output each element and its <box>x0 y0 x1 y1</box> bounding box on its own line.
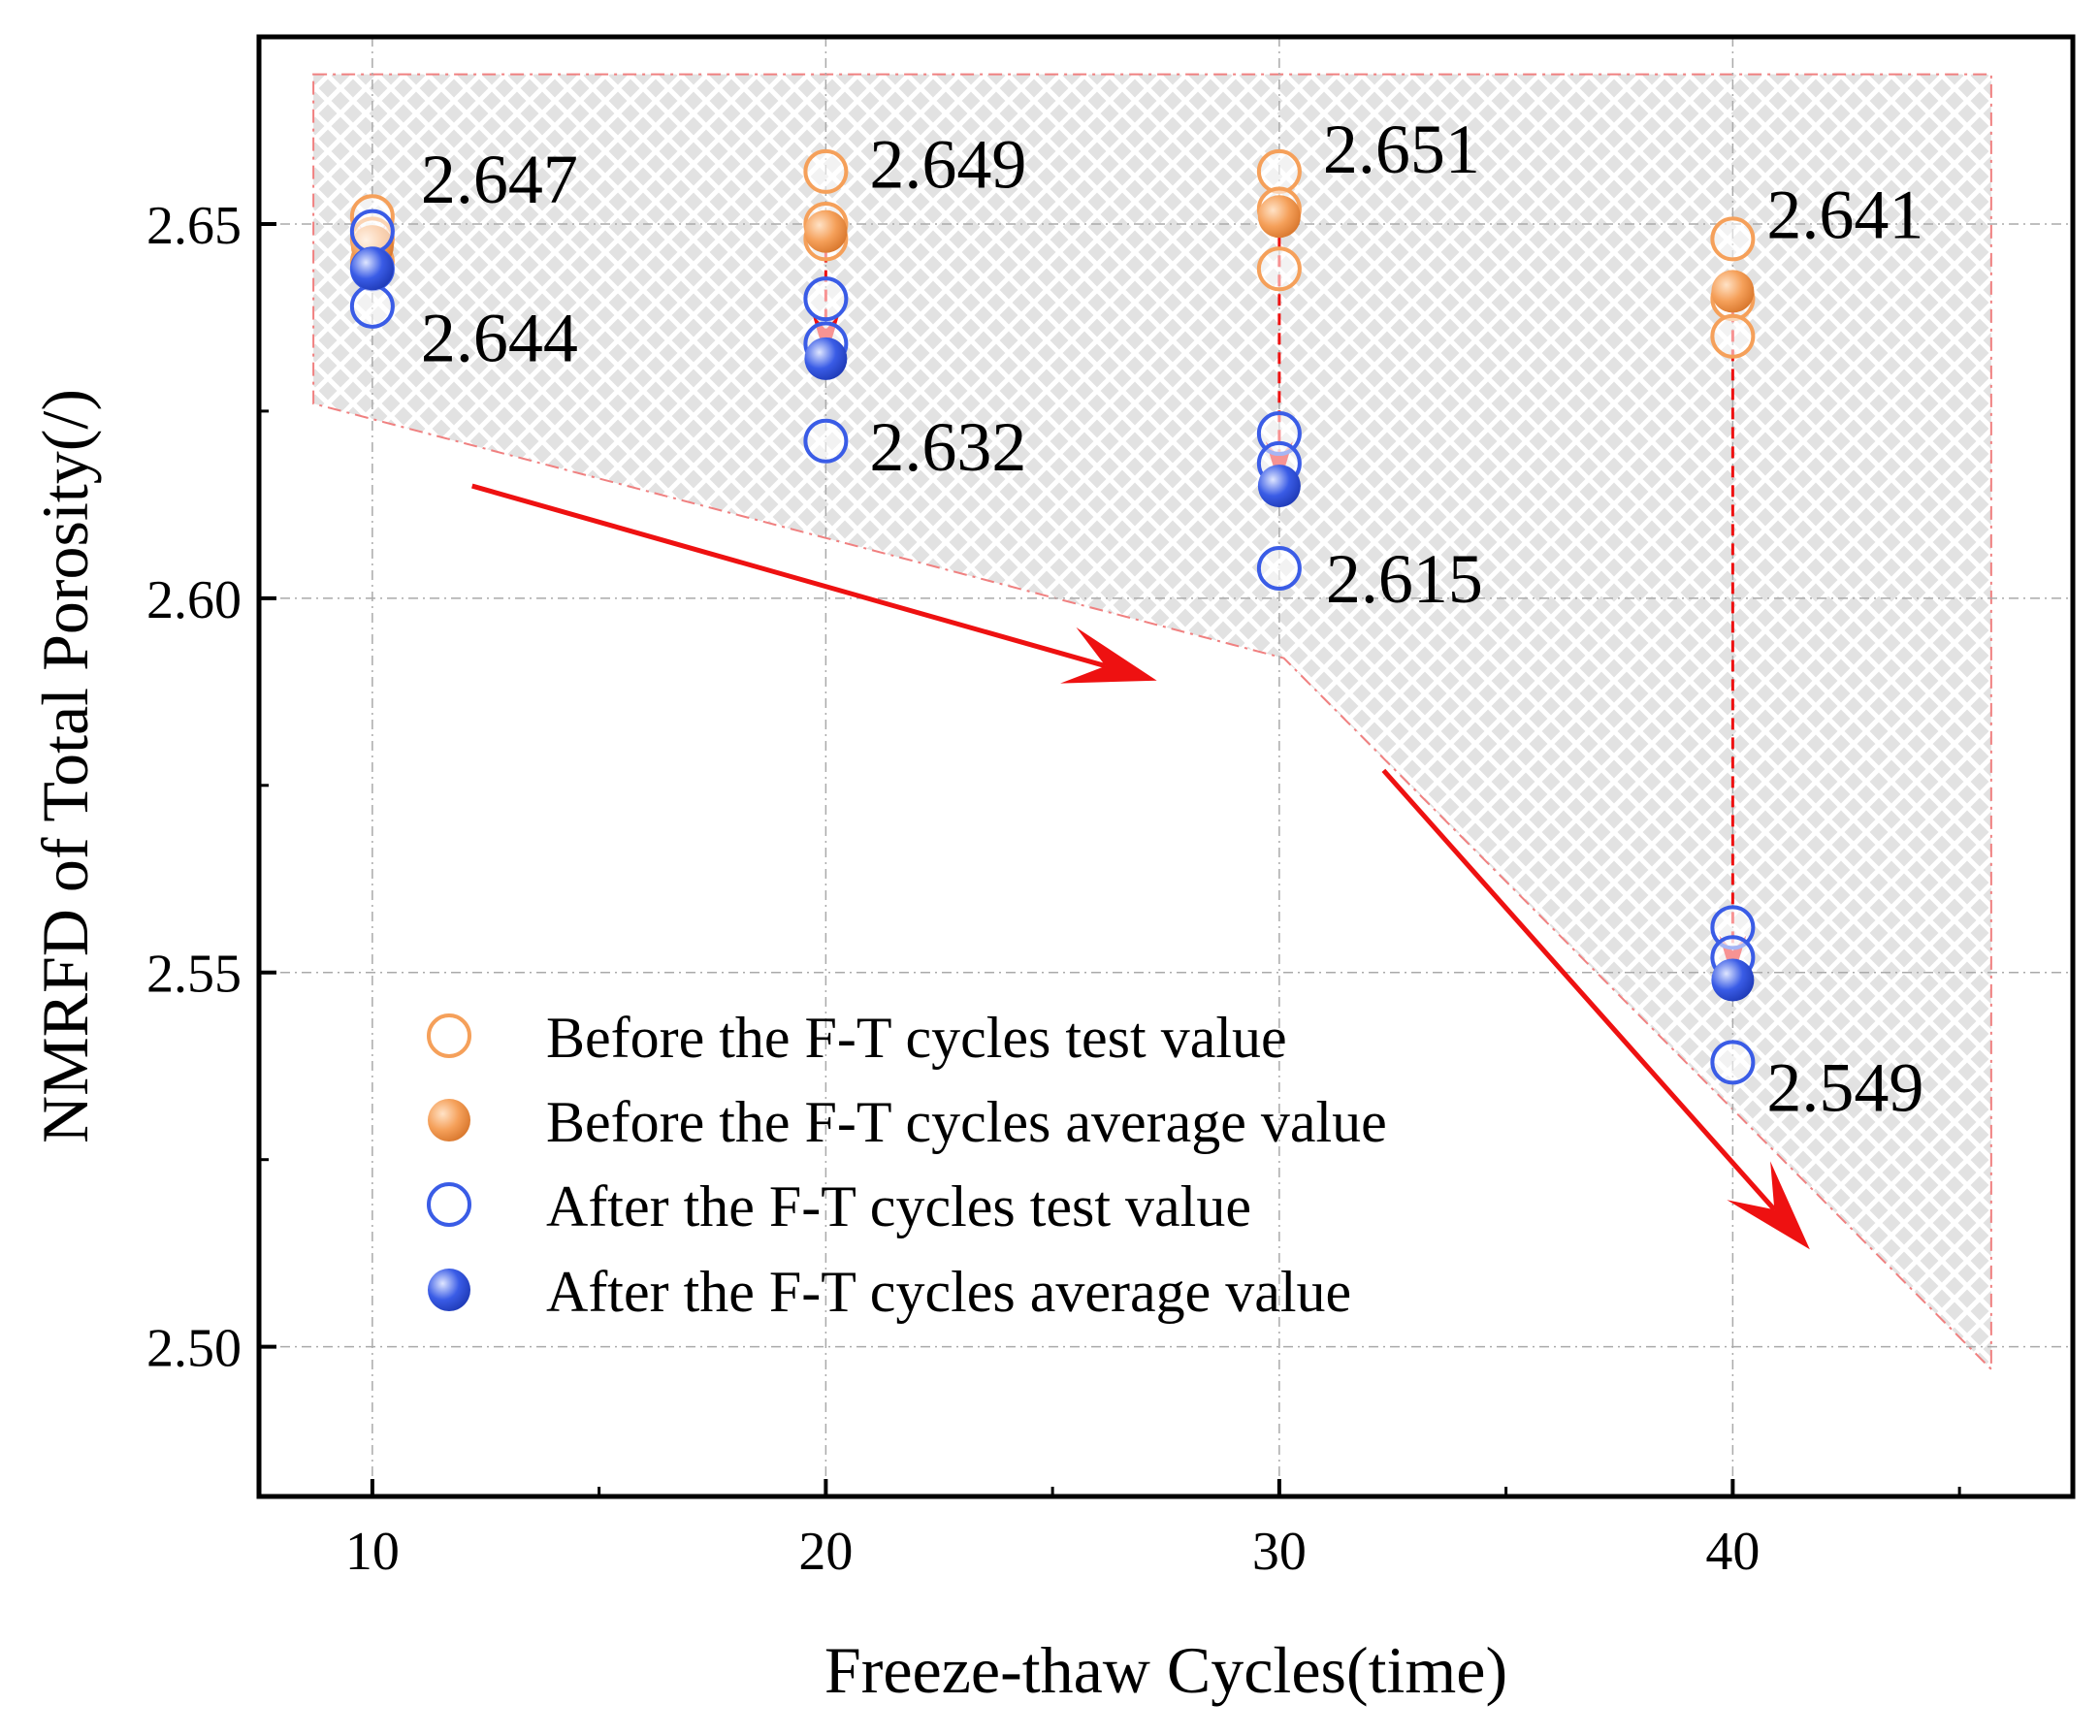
trend-arrow-head-1 <box>1727 1161 1810 1250</box>
y-tick-label-2: 2.60 <box>146 570 242 630</box>
data-label-5: 2.615 <box>1326 540 1483 618</box>
data-label-7: 2.549 <box>1766 1048 1923 1126</box>
legend: Before the F-T cycles test value Before … <box>427 1006 1387 1324</box>
series-2-point-0 <box>349 209 395 254</box>
data-point-layer <box>349 148 1756 1085</box>
series-1-point-2 <box>1257 195 1301 239</box>
series-3-point-3 <box>1711 958 1755 1002</box>
legend-item-before-test: Before the F-T cycles test value <box>427 1006 1287 1070</box>
data-label-2: 2.649 <box>869 126 1026 204</box>
shaded-band-layer <box>312 73 1992 1372</box>
x-tick-label-2: 30 <box>1252 1522 1307 1582</box>
trend-arrow-line-1 <box>1381 768 1777 1211</box>
y-tick-label-3: 2.65 <box>146 196 242 256</box>
series-2-point-3 <box>803 276 849 322</box>
legend-label-before-average: Before the F-T cycles average value <box>546 1090 1387 1154</box>
x-tick-label-3: 40 <box>1705 1522 1760 1582</box>
legend-label-after-average: After the F-T cycles average value <box>546 1260 1351 1324</box>
series-3-point-1 <box>804 337 848 380</box>
data-label-1: 2.644 <box>421 299 578 376</box>
x-tick-label-1: 20 <box>798 1522 853 1582</box>
series-0-point-3 <box>803 148 849 194</box>
series-2-point-8 <box>1256 545 1302 591</box>
series-0-point-6 <box>1256 148 1302 194</box>
x-axis-title: Freeze-thaw Cycles(time) <box>824 1633 1507 1707</box>
y-tick-label-1: 2.55 <box>146 945 242 1005</box>
trend-arrow-head-0 <box>1060 627 1157 684</box>
series-2-point-11 <box>1710 1040 1756 1085</box>
data-label-0: 2.647 <box>421 141 578 218</box>
legend-item-after-test: After the F-T cycles test value <box>427 1174 1251 1238</box>
legend-label-after-test: After the F-T cycles test value <box>546 1174 1251 1238</box>
trend-arrow-line-0 <box>471 483 1107 669</box>
series-0-point-8 <box>1256 246 1302 292</box>
series-3-point-2 <box>1257 465 1301 508</box>
series-0-point-11 <box>1710 313 1756 359</box>
data-label-layer: 2.647 2.644 2.649 2.632 2.651 2.615 2.641 2.549 <box>421 111 1924 1126</box>
legend-item-before-average: Before the F-T cycles average value <box>428 1090 1387 1154</box>
shaded-band <box>312 73 1992 1372</box>
axis-layer: 10 20 30 40 2.50 2.55 2.60 2.65 <box>146 196 1961 1582</box>
data-label-6: 2.641 <box>1766 176 1923 253</box>
series-1-point-3 <box>1711 270 1755 313</box>
legend-marker-before-test <box>427 1013 471 1058</box>
plot-frame <box>256 34 2076 1499</box>
series-2-point-2 <box>349 283 395 329</box>
x-tick-label-0: 10 <box>345 1522 400 1582</box>
legend-marker-before-average <box>428 1099 470 1141</box>
series-2-point-5 <box>803 418 849 464</box>
series-0-point-9 <box>1710 216 1756 262</box>
legend-marker-after-test <box>427 1182 471 1227</box>
y-axis-title: NMRFD of Total Porosity(/) <box>28 389 102 1143</box>
data-label-4: 2.651 <box>1323 111 1480 188</box>
legend-label-before-test: Before the F-T cycles test value <box>546 1006 1287 1070</box>
legend-item-after-average: After the F-T cycles average value <box>428 1260 1351 1324</box>
series-1-point-1 <box>804 209 848 253</box>
legend-marker-after-average <box>428 1269 470 1311</box>
y-tick-label-0: 2.50 <box>146 1319 242 1379</box>
series-3-point-0 <box>350 247 394 291</box>
data-label-3: 2.632 <box>869 408 1026 486</box>
